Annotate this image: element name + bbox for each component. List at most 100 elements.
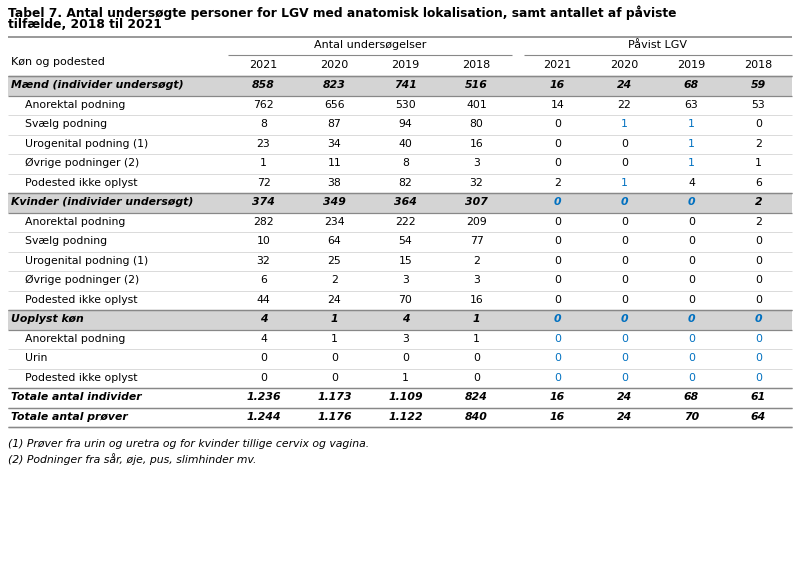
Bar	[8, 252, 792, 271]
Text: 1: 1	[621, 178, 628, 188]
Text: 0: 0	[554, 276, 561, 285]
Text: 25: 25	[328, 256, 342, 266]
Text: 8: 8	[260, 119, 267, 129]
Text: 10: 10	[257, 236, 270, 246]
Text: 2: 2	[755, 139, 762, 149]
Text: 0: 0	[688, 236, 695, 246]
Text: 3: 3	[402, 276, 409, 285]
Text: 0: 0	[621, 139, 628, 149]
Text: 3: 3	[473, 276, 480, 285]
Text: 24: 24	[617, 393, 632, 402]
Text: 11: 11	[328, 158, 342, 168]
Text: 6: 6	[755, 178, 762, 188]
Text: 64: 64	[328, 236, 342, 246]
Text: 77: 77	[470, 236, 483, 246]
Text: 0: 0	[688, 295, 695, 305]
Bar	[8, 37, 792, 76]
Text: 3: 3	[402, 334, 409, 344]
Text: 40: 40	[398, 139, 413, 149]
Text: 16: 16	[550, 412, 565, 422]
Text: 374: 374	[252, 197, 275, 207]
Bar	[8, 291, 792, 310]
Bar	[8, 115, 792, 135]
Text: 0: 0	[402, 354, 409, 363]
Text: 80: 80	[470, 119, 483, 129]
Text: 0: 0	[554, 354, 561, 363]
Text: 2021: 2021	[250, 60, 278, 70]
Text: 63: 63	[685, 100, 698, 110]
Text: 24: 24	[617, 80, 632, 91]
Text: Øvrige podninger (2): Øvrige podninger (2)	[25, 158, 139, 168]
Text: 0: 0	[260, 354, 267, 363]
Text: 68: 68	[684, 80, 699, 91]
Text: 2018: 2018	[744, 60, 773, 70]
Text: tilfælde, 2018 til 2021: tilfælde, 2018 til 2021	[8, 18, 162, 31]
Text: 72: 72	[257, 178, 270, 188]
Text: Podested ikke oplyst: Podested ikke oplyst	[25, 178, 138, 188]
Text: 0: 0	[755, 119, 762, 129]
Text: 23: 23	[257, 139, 270, 149]
Text: 0: 0	[331, 373, 338, 383]
Text: 1: 1	[402, 373, 409, 383]
Text: 824: 824	[465, 393, 488, 402]
Text: 1: 1	[688, 158, 695, 168]
Text: 0: 0	[554, 295, 561, 305]
Text: 2: 2	[554, 178, 561, 188]
Bar	[8, 310, 792, 329]
Text: Anorektal podning: Anorektal podning	[25, 100, 126, 110]
Text: 32: 32	[470, 178, 483, 188]
Bar	[8, 213, 792, 232]
Bar	[8, 76, 792, 96]
Text: 1.122: 1.122	[388, 412, 423, 422]
Text: 1.244: 1.244	[246, 412, 281, 422]
Text: 840: 840	[465, 412, 488, 422]
Text: 1: 1	[755, 158, 762, 168]
Bar	[8, 135, 792, 154]
Text: 15: 15	[398, 256, 412, 266]
Text: 0: 0	[621, 256, 628, 266]
Text: 0: 0	[554, 217, 561, 227]
Text: 0: 0	[621, 236, 628, 246]
Text: Podested ikke oplyst: Podested ikke oplyst	[25, 373, 138, 383]
Text: Kvinder (individer undersøgt): Kvinder (individer undersøgt)	[11, 197, 194, 207]
Text: 2: 2	[331, 276, 338, 285]
Text: 823: 823	[323, 80, 346, 91]
Text: Urogenital podning (1): Urogenital podning (1)	[25, 139, 148, 149]
Bar	[8, 232, 792, 252]
Text: 401: 401	[466, 100, 487, 110]
Text: 0: 0	[755, 373, 762, 383]
Text: (2) Podninger fra sår, øje, pus, slimhinder mv.: (2) Podninger fra sår, øje, pus, slimhin…	[8, 453, 257, 465]
Text: 0: 0	[621, 276, 628, 285]
Bar	[8, 368, 792, 388]
Text: 2: 2	[754, 197, 762, 207]
Text: 0: 0	[473, 373, 480, 383]
Text: 0: 0	[755, 276, 762, 285]
Text: Totale antal individer: Totale antal individer	[11, 393, 142, 402]
Text: 68: 68	[684, 393, 699, 402]
Text: 87: 87	[328, 119, 342, 129]
Text: 1: 1	[331, 334, 338, 344]
Text: Totale antal prøver: Totale antal prøver	[11, 412, 128, 422]
Text: 2019: 2019	[678, 60, 706, 70]
Text: 0: 0	[755, 236, 762, 246]
Text: 32: 32	[257, 256, 270, 266]
Text: 0: 0	[755, 295, 762, 305]
Text: 0: 0	[621, 197, 628, 207]
Text: 0: 0	[621, 295, 628, 305]
Text: 64: 64	[751, 412, 766, 422]
Text: 0: 0	[688, 256, 695, 266]
Text: 349: 349	[323, 197, 346, 207]
Text: 14: 14	[550, 100, 564, 110]
Bar	[8, 349, 792, 368]
Text: 59: 59	[751, 80, 766, 91]
Text: 0: 0	[621, 334, 628, 344]
Text: 0: 0	[688, 354, 695, 363]
Text: 1: 1	[473, 334, 480, 344]
Text: 2: 2	[473, 256, 480, 266]
Text: Urin: Urin	[25, 354, 47, 363]
Text: 0: 0	[621, 373, 628, 383]
Text: 0: 0	[554, 139, 561, 149]
Text: 1.236: 1.236	[246, 393, 281, 402]
Text: 516: 516	[465, 80, 488, 91]
Text: 0: 0	[688, 217, 695, 227]
